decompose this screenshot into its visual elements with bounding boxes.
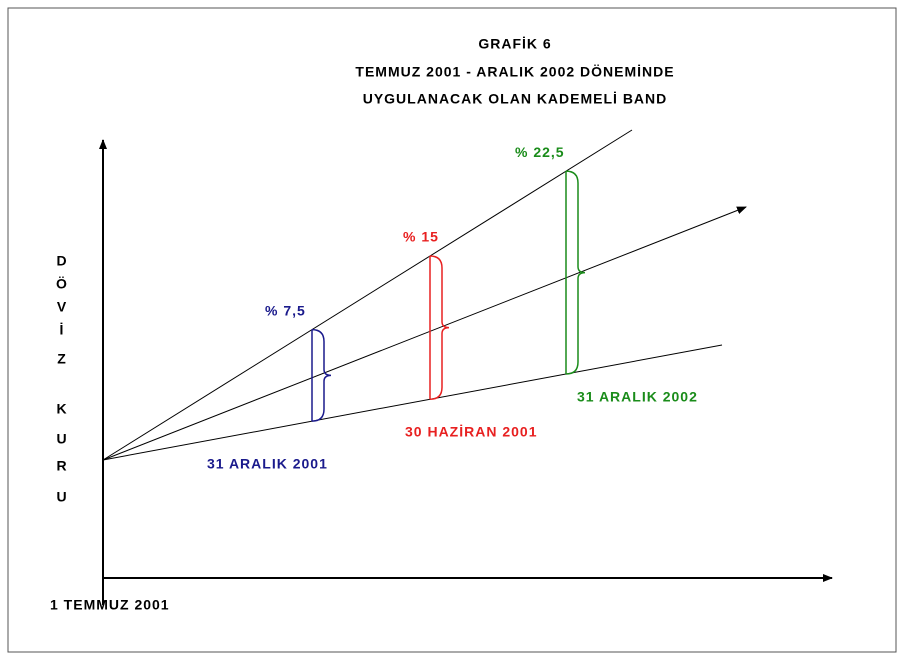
x-axis-label: 1 TEMMUZ 2001 (50, 597, 170, 613)
y-axis-letter: Z (57, 351, 67, 367)
lower-line (102, 344, 723, 461)
band-date: 31 ARALIK 2001 (207, 456, 328, 472)
y-axis-letter: R (56, 458, 67, 474)
y-axis-letter: U (56, 489, 67, 505)
frame (7, 7, 897, 653)
upper-line (102, 129, 633, 461)
title-line: GRAFİK 6 (478, 36, 551, 52)
band-label: % 22,5 (515, 144, 565, 160)
band-brace (311, 328, 332, 422)
middle-line (102, 206, 747, 461)
band-date: 31 ARALIK 2002 (577, 389, 698, 405)
y-axis-letter: V (57, 299, 67, 315)
band-brace (429, 255, 450, 400)
y-axis-letter: Ö (56, 276, 68, 292)
title-line: TEMMUZ 2001 - ARALIK 2002 DÖNEMİNDE (355, 64, 674, 80)
y-axis-letter: İ (60, 322, 65, 338)
y-axis-letter: U (56, 431, 67, 447)
band-label: % 15 (403, 229, 439, 245)
y-axis-letter: D (56, 253, 67, 269)
band-date: 30 HAZİRAN 2001 (405, 424, 538, 440)
title-line: UYGULANACAK OLAN KADEMELİ BAND (363, 91, 668, 107)
band-label: % 7,5 (265, 302, 306, 318)
y-axis-letter: K (56, 401, 67, 417)
band-brace (565, 170, 586, 375)
